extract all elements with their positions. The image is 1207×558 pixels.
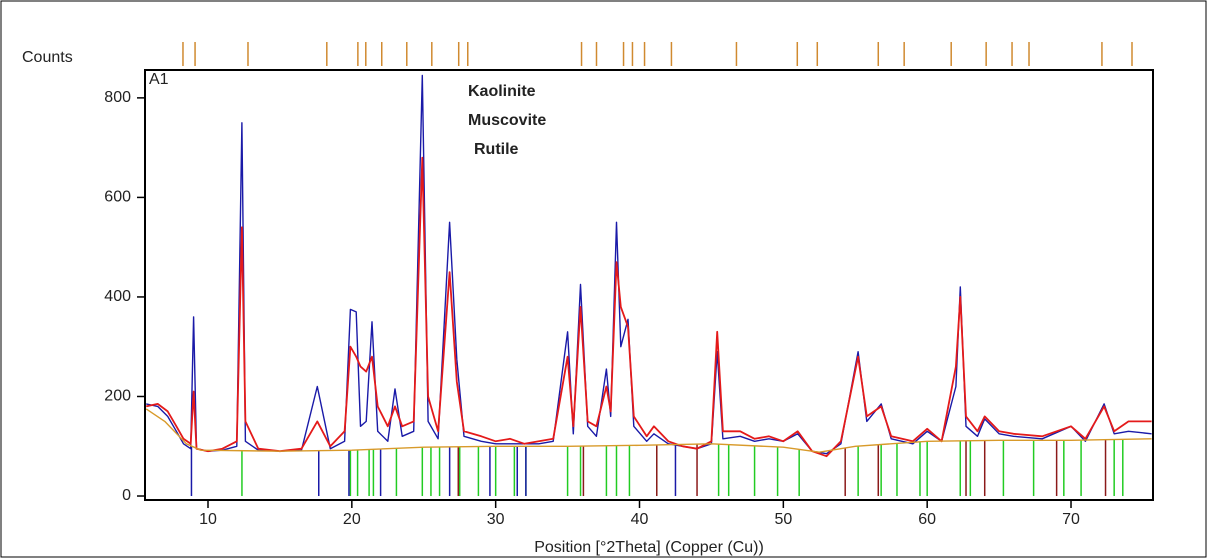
- data-line: [146, 74, 1152, 455]
- x-tick-label: 60: [918, 511, 936, 528]
- y-tick-label: 200: [104, 388, 131, 405]
- legend-label: Rutile: [474, 141, 519, 158]
- plot-frame: [144, 69, 1154, 501]
- y-tick-label: 0: [122, 487, 131, 504]
- x-tick-label: 20: [343, 511, 361, 528]
- data-line: [145, 408, 1152, 453]
- y-tick-label: 400: [104, 288, 131, 305]
- y-axis-label: Counts: [22, 49, 73, 66]
- x-tick-label: 30: [487, 511, 505, 528]
- panel-label: A1: [149, 71, 169, 88]
- x-tick-label: 50: [774, 511, 792, 528]
- legend-label: Kaolinite: [468, 83, 536, 100]
- x-tick-label: 70: [1062, 511, 1080, 528]
- legend-label: Muscovite: [468, 112, 546, 129]
- y-tick-label: 600: [104, 189, 131, 206]
- plot-area: [145, 74, 1152, 497]
- x-axis-label: Position [°2Theta] (Copper (Cu)): [534, 539, 764, 556]
- x-tick-label: 40: [631, 511, 649, 528]
- x-tick-label: 10: [199, 511, 217, 528]
- data-line: [146, 156, 1152, 458]
- y-tick-label: 800: [104, 89, 131, 106]
